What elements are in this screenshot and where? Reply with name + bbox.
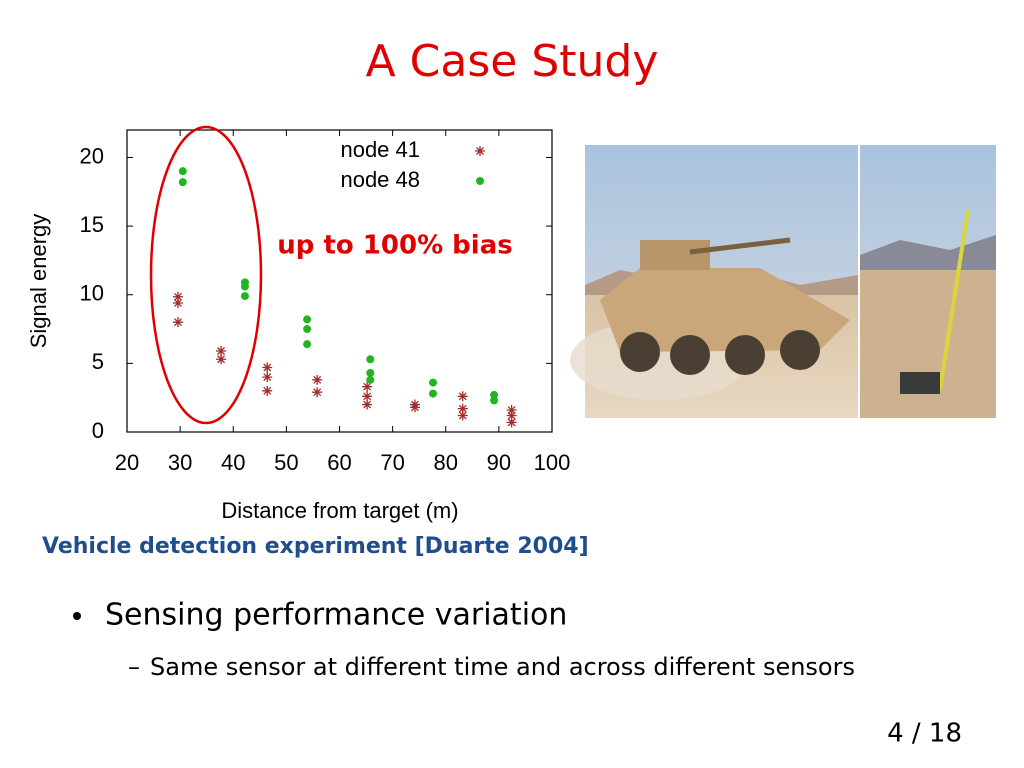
point — [409, 402, 420, 413]
point — [262, 385, 273, 396]
x-tick-label: 100 — [534, 450, 571, 475]
point — [490, 396, 499, 405]
point — [490, 390, 499, 399]
bullet: Sensing performance variation — [105, 598, 567, 633]
annotation: up to 100% bias — [277, 231, 512, 261]
point — [366, 375, 375, 384]
legend-marker — [476, 177, 484, 185]
x-tick-label: 40 — [221, 450, 245, 475]
legend-marker — [475, 146, 485, 156]
point — [178, 167, 187, 176]
x-tick-label: 30 — [168, 450, 192, 475]
point — [303, 340, 312, 349]
legend-label: node 48 — [340, 167, 420, 192]
point — [457, 391, 468, 402]
legend-label: node 41 — [340, 137, 420, 162]
point — [457, 403, 468, 414]
highlight-ellipse — [149, 125, 263, 425]
point — [506, 417, 517, 428]
x-tick-label: 50 — [274, 450, 298, 475]
x-axis-label: Distance from target (m) — [221, 498, 458, 523]
y-tick-label: 15 — [80, 212, 104, 237]
point — [362, 391, 373, 402]
point — [173, 291, 183, 302]
point — [457, 410, 468, 421]
y-tick-label: 10 — [80, 281, 104, 306]
slide-title: A Case Study — [366, 36, 659, 87]
x-tick-label: 80 — [434, 450, 458, 475]
point — [173, 297, 183, 308]
sub-bullet-dash: – — [128, 653, 140, 681]
point — [312, 374, 323, 385]
point — [362, 399, 373, 410]
x-tick-label: 20 — [115, 450, 139, 475]
x-tick-label: 60 — [327, 450, 351, 475]
page-number: 4 / 18 — [887, 719, 962, 749]
sub-bullet: Same sensor at different time and across… — [150, 653, 855, 681]
point — [216, 354, 227, 365]
y-tick-label: 5 — [92, 349, 104, 374]
point — [429, 389, 437, 398]
x-tick-label: 90 — [487, 450, 511, 475]
bullet-dot — [73, 612, 81, 620]
point — [506, 405, 517, 416]
point — [303, 325, 312, 334]
y-tick-label: 0 — [92, 418, 104, 443]
point — [362, 381, 373, 392]
y-axis-label: Signal energy — [26, 214, 51, 349]
point — [303, 315, 312, 324]
point — [178, 178, 187, 187]
point — [366, 355, 375, 364]
point — [262, 372, 273, 383]
point — [262, 362, 273, 373]
point — [173, 317, 183, 328]
y-tick-label: 20 — [80, 143, 104, 168]
point — [312, 387, 323, 398]
point — [506, 410, 517, 421]
point — [366, 368, 375, 377]
point — [240, 292, 249, 301]
vehicle-photo — [570, 145, 858, 418]
point — [240, 282, 249, 291]
caption: Vehicle detection experiment [Duarte 200… — [42, 534, 589, 559]
sensor-photo — [860, 145, 996, 418]
point — [429, 378, 437, 387]
x-tick-label: 70 — [380, 450, 404, 475]
point — [216, 346, 227, 357]
